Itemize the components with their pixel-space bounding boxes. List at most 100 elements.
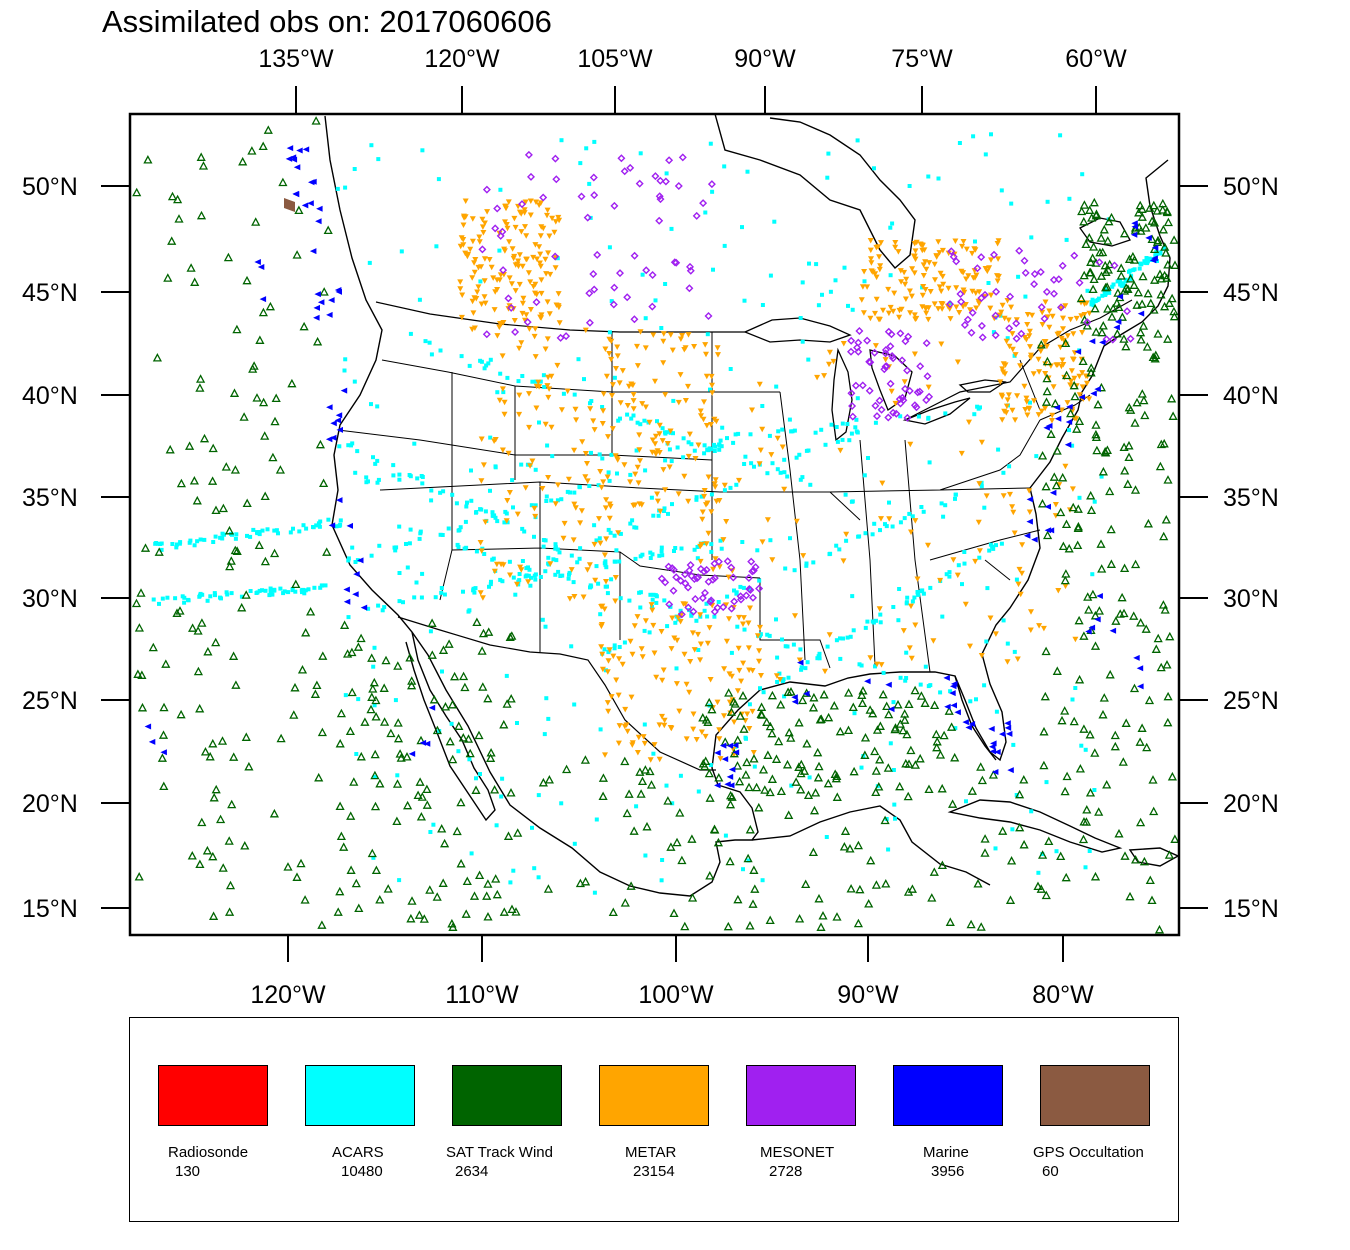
acars-point (493, 464, 498, 469)
metar-point (1028, 609, 1034, 615)
metar-point (1008, 304, 1015, 311)
mesonet-point (686, 561, 695, 569)
top-tick-label: 75°W (891, 45, 953, 73)
sat-wind-point (315, 439, 325, 449)
sat-wind-point (367, 848, 377, 858)
cuba-coastline (947, 799, 1123, 853)
acars-point (1007, 464, 1012, 469)
marine-point (343, 586, 350, 593)
sat-wind-point (1146, 298, 1156, 308)
sat-wind-point (853, 840, 863, 850)
sat-wind-point (1090, 748, 1100, 757)
metar-point (925, 542, 931, 549)
metar-point (634, 343, 640, 350)
acars-point (346, 443, 351, 448)
acars-point (823, 442, 828, 447)
mesonet-point (714, 557, 723, 566)
sat-wind-point (1085, 788, 1096, 797)
metar-point (525, 579, 532, 585)
acars-point (835, 439, 840, 444)
metar-point (628, 694, 635, 701)
acars-point (1155, 259, 1159, 263)
acars-point (274, 528, 279, 533)
metar-point (868, 260, 875, 266)
acars-point (915, 590, 920, 595)
metar-point (898, 279, 905, 285)
acars-point (433, 595, 438, 600)
acars-point (780, 637, 784, 642)
acars-point (722, 488, 727, 493)
map-frame (128, 112, 1181, 937)
metar-point (792, 613, 798, 619)
metar-point (490, 275, 497, 281)
metar-point (640, 734, 647, 740)
acars-point (471, 588, 476, 593)
acars-point (1091, 299, 1096, 304)
metar-point (996, 312, 1003, 319)
sat-wind-point (832, 912, 842, 921)
metar-point (1007, 491, 1013, 498)
acars-point (662, 598, 667, 603)
metar-point (613, 677, 620, 683)
metar-point (976, 289, 983, 295)
mesonet-point (901, 337, 910, 346)
sat-wind-point (486, 753, 496, 762)
acars-point (943, 411, 948, 416)
acars-point (712, 449, 717, 453)
right-axis: 50°N 45°N 40°N 35°N 30°N 25°N 20°N 15°N (1180, 173, 1279, 923)
mesonet-point (888, 352, 897, 360)
mesonet-point (884, 327, 893, 336)
metar-point (749, 668, 756, 674)
sat-wind-point (1116, 263, 1126, 272)
acars-point (987, 548, 992, 553)
sat-wind-point (903, 887, 914, 896)
sat-wind-point (739, 724, 749, 733)
acars-point (1044, 780, 1049, 785)
acars-point (311, 525, 315, 529)
metar-point (750, 750, 757, 756)
sat-wind-point (1007, 856, 1017, 865)
sat-wind-point (229, 651, 239, 660)
mesonet-point (1049, 275, 1058, 284)
mesonet-point (562, 332, 571, 341)
acars-point (234, 532, 239, 537)
metar-point (999, 417, 1006, 423)
sat-wind-point (445, 736, 455, 746)
metar-point (858, 297, 865, 303)
acars-point (200, 592, 205, 597)
sat-wind-point (1089, 197, 1099, 207)
mesonet-point (635, 179, 644, 188)
acars-point (887, 500, 891, 505)
sat-wind-point (292, 250, 302, 259)
metar-point (691, 344, 698, 350)
metar-point (683, 681, 690, 688)
metar-point (597, 469, 604, 475)
mesonet-point (707, 596, 716, 605)
acars-point (205, 598, 210, 603)
marine-point (1047, 527, 1055, 534)
sat-wind-point (1118, 757, 1128, 766)
marine-point (326, 311, 333, 318)
acars-point (326, 517, 331, 522)
metar-point (546, 311, 553, 317)
acars-point (904, 676, 909, 680)
acars-point (662, 506, 667, 511)
acars-point (239, 594, 244, 599)
metar-point (769, 557, 776, 563)
marine-point (289, 154, 297, 161)
metar-point (480, 462, 487, 468)
sat-wind-point (1085, 205, 1095, 214)
metar-point (538, 277, 545, 283)
right-tick-label: 35°N (1223, 484, 1279, 512)
acars-point (681, 436, 686, 441)
metar-point (629, 740, 636, 746)
sat-wind-point (513, 828, 523, 837)
sat-wind-point (379, 683, 389, 692)
metar-point (496, 324, 503, 331)
acars-point (532, 534, 536, 539)
acars-point (554, 558, 559, 563)
sat-wind-point (503, 831, 514, 840)
metar-point (954, 359, 961, 365)
acars-point (629, 416, 634, 421)
acars-point (800, 475, 805, 480)
